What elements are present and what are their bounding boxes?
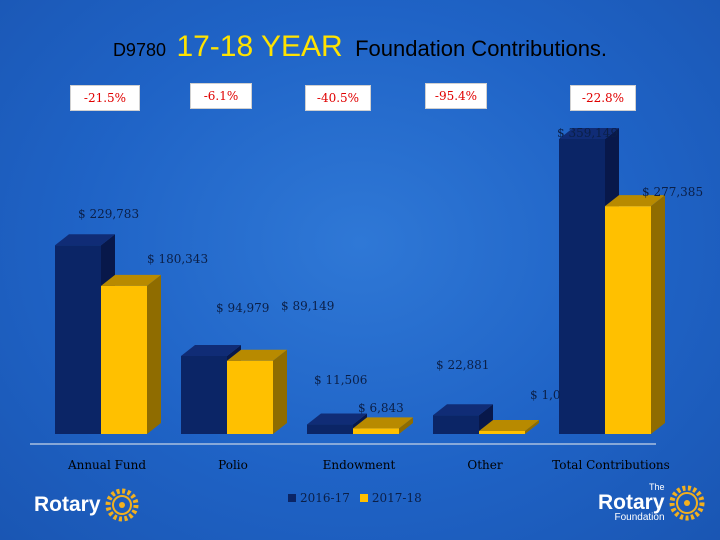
value-label-annual-fund-2016: $ 229,783 <box>78 207 139 221</box>
category-label-endowment: Endowment <box>323 458 396 472</box>
rotary-wheel-icon <box>669 485 705 521</box>
value-label-endowment-2017-a: $ 11,506 <box>314 373 367 387</box>
chart-title: D9780 17-18 YEAR Foundation Contribution… <box>0 30 720 64</box>
value-label-endowment-2017-b: $ 6,843 <box>358 401 404 415</box>
percent-badge-annual-fund: -21.5% <box>70 85 140 111</box>
bar-total-contributions-2017-18 <box>605 206 651 434</box>
rotary-wheel-icon <box>105 488 139 522</box>
bar-endowment-2017-18 <box>353 428 399 434</box>
legend: 2016-17 2017-18 <box>288 491 422 505</box>
bar-annual-fund-2016-17 <box>55 245 101 434</box>
value-label-other-2017: $ 1,0 <box>530 388 561 402</box>
legend-swatch-2017-18 <box>359 494 368 502</box>
bar-side-total-contributions-2017-18 <box>651 195 665 434</box>
rotary-logo-text: Rotary <box>34 493 101 516</box>
bar-top-annual-fund-2016-17 <box>55 234 115 246</box>
bar-top-total-contributions-2017-18 <box>605 195 665 207</box>
bar-top-annual-fund-2017-18 <box>101 274 161 286</box>
bar-top-endowment-2016-17 <box>307 413 367 425</box>
bar-top-endowment-2017-18 <box>353 417 413 429</box>
rotary-logo-left: Rotary <box>34 488 139 522</box>
bar-other-2016-17 <box>433 415 479 434</box>
category-label-other: Other <box>467 458 502 472</box>
percent-badge-polio: -6.1% <box>190 83 252 109</box>
bar-top-other-2017-18 <box>479 420 539 431</box>
bar-side-annual-fund-2017-18 <box>147 274 161 434</box>
value-label-polio-2017: $ 94,979 <box>216 301 269 315</box>
logo-rotary: Rotary <box>598 491 665 514</box>
bar-polio-2017-18 <box>227 360 273 434</box>
legend-swatch-2016-17 <box>288 494 296 502</box>
category-label-total-contributions: Total Contributions <box>552 458 670 472</box>
title-year: 17-18 YEAR <box>176 30 343 63</box>
value-label-other-2016: $ 22,881 <box>436 358 489 372</box>
bar-total-contributions-2016-17 <box>559 139 605 434</box>
bar-side-polio-2017-18 <box>273 349 287 434</box>
bar-side-other-2017-18 <box>525 420 539 434</box>
bar-top-total-contributions-2016-17 <box>559 128 619 139</box>
legend-item-2016-17: 2016-17 <box>288 491 350 505</box>
bar-side-endowment-2017-18 <box>399 417 413 434</box>
bar-top-other-2016-17 <box>433 404 493 416</box>
bar-polio-2016-17 <box>181 355 227 434</box>
percent-badge-total: -22.8% <box>570 85 636 111</box>
bar-side-other-2016-17 <box>479 404 493 434</box>
category-label-polio: Polio <box>218 458 248 472</box>
value-label-polio-2016: $ 180,343 <box>147 252 208 266</box>
bar-endowment-2016-17 <box>307 424 353 434</box>
value-label-total-2017: $ 277,385 <box>642 185 703 199</box>
title-code: D9780 <box>112 40 166 60</box>
logo-the: The <box>649 482 665 492</box>
rotary-foundation-logo: The Rotary Foundation <box>598 483 705 523</box>
percent-badge-other: -95.4% <box>425 83 487 109</box>
bar-top-polio-2017-18 <box>227 349 287 361</box>
legend-item-2017-18: 2017-18 <box>359 491 422 505</box>
value-label-endowment-2016: $ 89,149 <box>281 299 334 313</box>
value-label-total-2016: $ 359,149 <box>557 126 618 140</box>
bar-annual-fund-2017-18 <box>101 285 147 434</box>
logo-foundation: Foundation <box>614 512 665 523</box>
category-label-annual-fund: Annual Fund <box>67 458 146 472</box>
bar-other-2017-18 <box>479 431 525 434</box>
bar-top-polio-2016-17 <box>181 344 241 356</box>
percent-badge-endowment: -40.5% <box>305 85 371 111</box>
title-subtitle: Foundation Contributions. <box>355 36 608 61</box>
